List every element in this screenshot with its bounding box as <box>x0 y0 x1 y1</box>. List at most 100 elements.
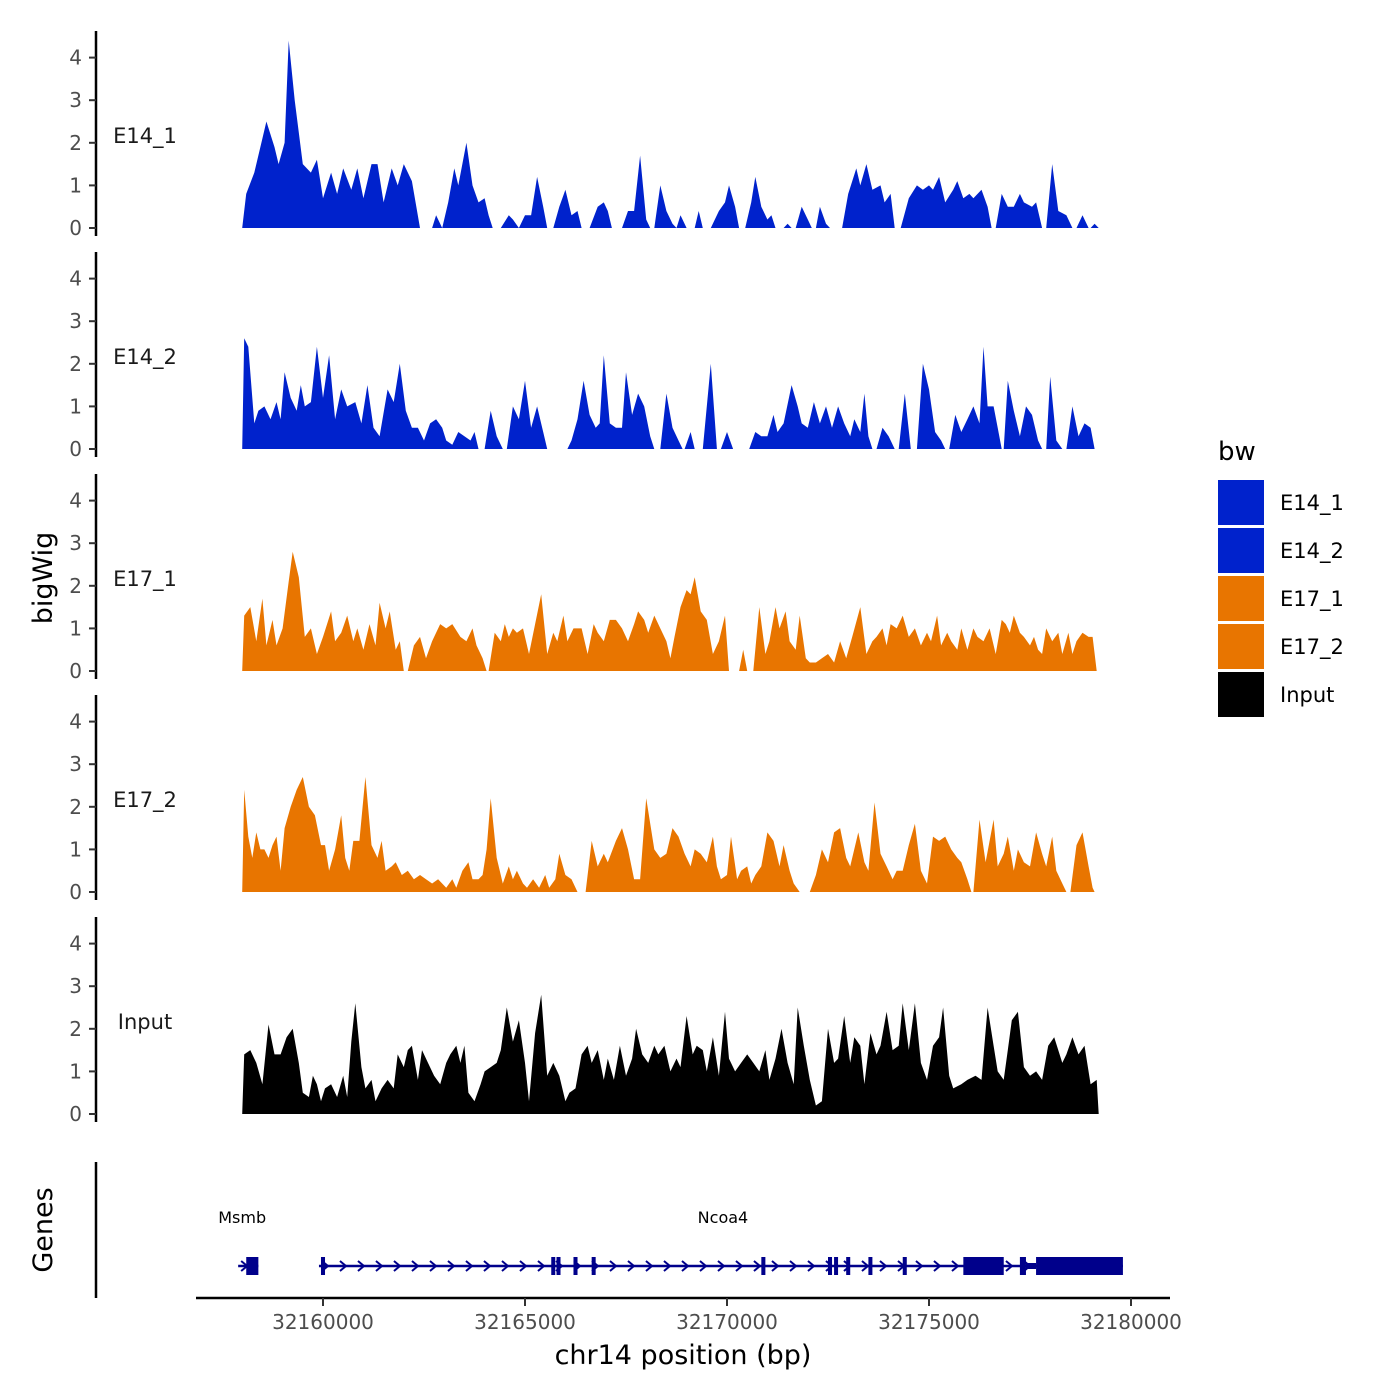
y-tick-label: 4 <box>69 932 82 956</box>
coverage-area-E17_1 <box>242 551 1097 671</box>
legend-title: bw <box>1218 437 1256 467</box>
legend-label: E14_1 <box>1280 491 1344 516</box>
track-label: E17_1 <box>113 567 177 592</box>
y-tick-label: 2 <box>69 795 82 819</box>
gene-utr <box>1025 1263 1037 1269</box>
legend-label: E17_2 <box>1280 635 1344 660</box>
legend-key-E14_2 <box>1218 528 1264 573</box>
y-tick-label: 2 <box>69 1017 82 1041</box>
coverage-area-E17_2 <box>242 777 1095 892</box>
gene-exon <box>556 1257 561 1275</box>
x-tick-label: 32165000 <box>474 1310 576 1334</box>
strand-chevron <box>609 1260 618 1272</box>
strand-chevron <box>681 1260 690 1272</box>
y-tick-label: 1 <box>69 837 82 861</box>
coverage-area-E14_1 <box>242 40 1099 228</box>
gene-exon <box>868 1257 873 1275</box>
strand-chevron <box>699 1260 708 1272</box>
y-tick-label: 1 <box>69 173 82 197</box>
legend-label: Input <box>1280 683 1334 707</box>
strand-chevron <box>339 1260 348 1272</box>
y-tick-label: 0 <box>69 1102 82 1126</box>
y-tick-label: 1 <box>69 394 82 418</box>
y-tick-label: 0 <box>69 659 82 683</box>
y-tick-label: 2 <box>69 352 82 376</box>
coverage-area-Input <box>242 994 1099 1114</box>
strand-chevron <box>717 1260 726 1272</box>
gene-Msmb: Msmb <box>218 1208 266 1275</box>
gene-exon <box>551 1257 556 1275</box>
strand-chevron <box>753 1260 762 1272</box>
gene-exon <box>963 1257 1004 1275</box>
coverage-area-E14_2 <box>242 338 1095 449</box>
legend-key-E14_1 <box>1218 480 1264 525</box>
strand-chevron <box>915 1260 924 1272</box>
y-tick-label: 3 <box>69 309 82 333</box>
gene-exon <box>320 1257 326 1275</box>
strand-chevron <box>861 1260 870 1272</box>
strand-chevron <box>375 1260 384 1272</box>
strand-chevron <box>519 1260 528 1272</box>
x-tick-label: 32170000 <box>676 1310 778 1334</box>
x-tick-label: 32175000 <box>878 1310 980 1334</box>
legend-key-E17_2 <box>1218 624 1264 669</box>
strand-chevron <box>483 1260 492 1272</box>
y-tick-label: 4 <box>69 489 82 513</box>
gene-label: Ncoa4 <box>698 1208 749 1227</box>
y-tick-label: 4 <box>69 267 82 291</box>
y-tick-label: 4 <box>69 710 82 734</box>
gene-exon <box>902 1257 907 1275</box>
strand-chevron <box>735 1260 744 1272</box>
y-tick-label: 3 <box>69 531 82 555</box>
strand-chevron <box>789 1260 798 1272</box>
strand-chevron <box>1005 1260 1014 1272</box>
gene-exon <box>246 1257 259 1275</box>
y-tick-label: 0 <box>69 216 82 240</box>
strand-chevron <box>771 1260 780 1272</box>
legend-label: E17_1 <box>1280 587 1344 612</box>
y-axis-title: bigWig <box>28 532 59 625</box>
y-tick-label: 2 <box>69 574 82 598</box>
strand-chevron <box>411 1260 420 1272</box>
gene-Ncoa4: Ncoa4 <box>318 1208 1123 1275</box>
x-tick-label: 32160000 <box>272 1310 374 1334</box>
x-axis: 32160000 32165000 32170000 32175000 32180000 <box>196 1296 1182 1334</box>
track-label: E17_2 <box>113 788 177 813</box>
y-tick-label: 0 <box>69 880 82 904</box>
track-label: E14_2 <box>113 345 177 370</box>
strand-chevron <box>933 1260 942 1272</box>
strand-chevron <box>357 1260 366 1272</box>
legend-label: E14_2 <box>1280 539 1344 564</box>
strand-chevron <box>807 1260 816 1272</box>
coverage-tracks: 0 1 2 3 4 E14_1 0 1 2 3 4 E14_2 0 1 2 3 4 E17_1 0 1 2 3 4 E17_2… <box>69 31 1099 1126</box>
y-tick-label: 3 <box>69 88 82 112</box>
legend-key-E17_1 <box>1218 576 1264 621</box>
strand-chevron <box>879 1260 888 1272</box>
strand-chevron <box>537 1260 546 1272</box>
gene-exon <box>828 1257 833 1275</box>
gene-track: Msmb Ncoa4 <box>94 1162 1123 1298</box>
gene-exon <box>1019 1257 1026 1275</box>
track-E14_1: 0 1 2 3 4 E14_1 <box>69 31 1099 240</box>
gene-label: Msmb <box>218 1208 266 1227</box>
y-tick-label: 3 <box>69 752 82 776</box>
strand-chevron <box>645 1260 654 1272</box>
legend-key-Input <box>1218 672 1264 717</box>
strand-chevron <box>663 1260 672 1272</box>
strand-chevron <box>951 1260 960 1272</box>
track-label: Input <box>118 1010 172 1034</box>
gene-exon <box>1036 1257 1123 1275</box>
track-E17_1: 0 1 2 3 4 E17_1 <box>69 474 1097 683</box>
strand-chevron <box>447 1260 456 1272</box>
gene-exon <box>591 1257 596 1275</box>
x-tick-label: 32180000 <box>1080 1310 1182 1334</box>
track-Input: 0 1 2 3 4 Input <box>69 917 1099 1126</box>
y-tick-label: 1 <box>69 1059 82 1083</box>
genes-axis-title: Genes <box>28 1187 59 1272</box>
y-tick-label: 4 <box>69 46 82 70</box>
gene-exon <box>834 1257 839 1275</box>
track-E14_2: 0 1 2 3 4 E14_2 <box>69 252 1095 461</box>
y-tick-label: 2 <box>69 131 82 155</box>
x-axis-title: chr14 position (bp) <box>555 1340 812 1371</box>
